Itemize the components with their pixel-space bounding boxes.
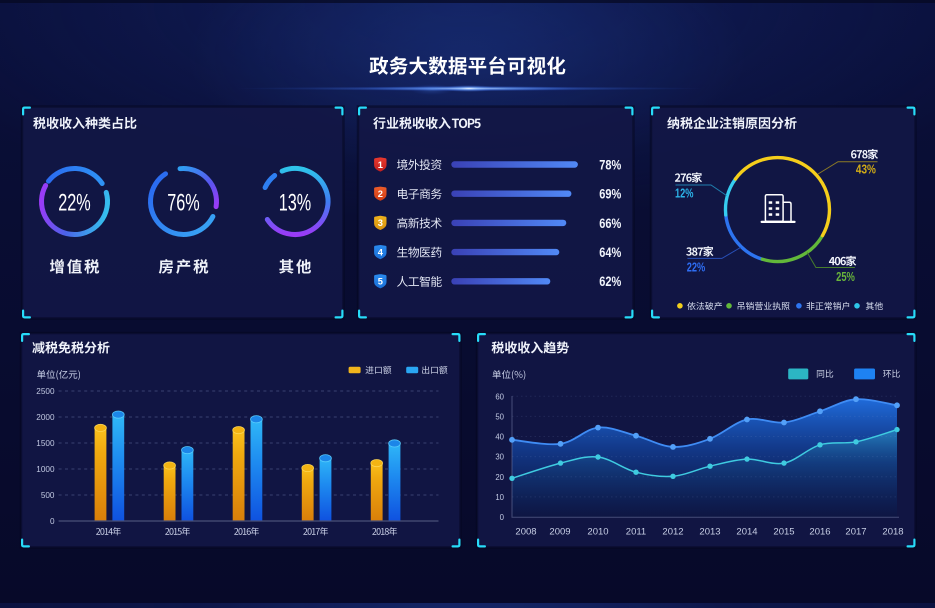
svg-text:1: 1 [378, 160, 383, 170]
svg-text:2012: 2012 [662, 526, 683, 537]
svg-text:40: 40 [495, 433, 504, 442]
svg-text:78%: 78% [599, 157, 621, 172]
svg-text:60: 60 [495, 392, 504, 401]
svg-text:2008: 2008 [515, 526, 536, 537]
svg-text:3: 3 [378, 218, 383, 228]
svg-text:22%: 22% [58, 190, 91, 217]
svg-text:2010: 2010 [587, 526, 608, 537]
svg-text:30: 30 [495, 453, 504, 462]
svg-text:62%: 62% [599, 274, 621, 289]
svg-text:2011: 2011 [626, 526, 646, 537]
svg-text:2500: 2500 [36, 387, 55, 396]
svg-text:64%: 64% [599, 245, 621, 260]
svg-text:50: 50 [495, 412, 504, 421]
svg-text:2016: 2016 [809, 526, 830, 537]
svg-text:66%: 66% [599, 216, 621, 231]
svg-text:2015: 2015 [773, 526, 794, 537]
svg-text:2000: 2000 [36, 413, 55, 422]
svg-text:500: 500 [41, 491, 55, 500]
svg-text:2: 2 [378, 189, 383, 199]
svg-text:10: 10 [495, 493, 504, 502]
svg-text:0: 0 [50, 517, 55, 526]
svg-text:69%: 69% [599, 187, 621, 202]
svg-text:5: 5 [378, 277, 383, 287]
svg-text:2018: 2018 [882, 526, 903, 537]
svg-text:2017: 2017 [845, 526, 866, 537]
svg-text:2013: 2013 [699, 526, 720, 537]
svg-text:1000: 1000 [36, 465, 55, 474]
svg-text:43%: 43% [856, 163, 876, 177]
svg-text:25%: 25% [836, 270, 855, 284]
svg-text:2014: 2014 [736, 526, 757, 537]
svg-text:4: 4 [378, 247, 384, 257]
svg-text:13%: 13% [279, 190, 312, 217]
svg-text:2009: 2009 [549, 526, 570, 537]
svg-text:0: 0 [500, 513, 505, 522]
svg-text:12%: 12% [675, 186, 694, 200]
svg-text:1500: 1500 [36, 439, 55, 448]
svg-text:22%: 22% [687, 261, 706, 275]
svg-text:20: 20 [495, 473, 504, 482]
svg-text:76%: 76% [167, 190, 200, 217]
